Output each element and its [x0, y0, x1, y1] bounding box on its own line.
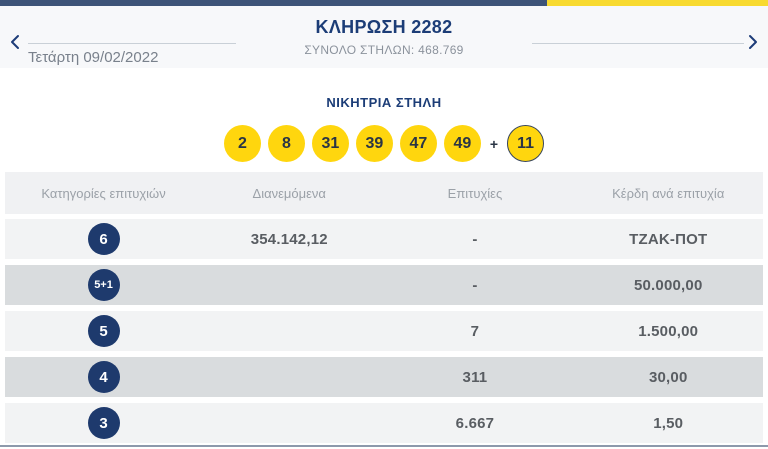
- top-accent-blue: [0, 0, 547, 6]
- top-accent-yellow: [547, 0, 768, 6]
- distributed-value: 354.142,12: [250, 230, 328, 248]
- total-columns-label: ΣΥΝΟΛΟ ΣΤΗΛΩΝ: 468.769: [304, 43, 464, 57]
- draw-header-center: ΚΛΗΡΩΣΗ 2282 ΣΥΝΟΛΟ ΣΤΗΛΩΝ: 468.769: [304, 17, 463, 57]
- table-row: 5 7 1.500,00: [5, 311, 763, 351]
- table-row: 5+1 - 50.000,00: [5, 265, 763, 305]
- column-header-prize: Κέρδη ανά επιτυχία: [612, 185, 725, 201]
- top-accent-bar: [0, 0, 768, 6]
- wins-value: 6.667: [455, 414, 495, 432]
- table-row: 3 6.667 1,50: [5, 403, 763, 443]
- right-divider-line: [532, 43, 744, 44]
- category-badge: 6: [87, 223, 120, 255]
- prize-value: 1.500,00: [638, 322, 699, 340]
- draw-header: Τετάρτη 09/02/2022 ΚΛΗΡΩΣΗ 2282 ΣΥΝΟΛΟ Σ…: [0, 6, 768, 68]
- prize-value: 30,00: [648, 368, 688, 386]
- number-ball: 2: [223, 125, 261, 162]
- prize-value: 1,50: [653, 414, 684, 432]
- table-row: 6 354.142,12 - ΤΖΑΚ-ΠΟΤ: [5, 219, 763, 259]
- chevron-right-icon: [747, 34, 759, 53]
- category-badge: 3: [87, 407, 120, 439]
- prize-table-header: Κατηγορίες επιτυχιών Διανεμόμενα Επιτυχί…: [5, 172, 763, 214]
- wins-value: 7: [470, 322, 480, 340]
- next-draw-area: [532, 6, 744, 68]
- previous-draw-button[interactable]: [4, 32, 26, 54]
- winning-column-section: ΝΙΚΗΤΡΙΑ ΣΤΗΛΗ 2 8 31 39 47 49 + 11: [0, 68, 768, 172]
- joker-number-ball: 11: [507, 125, 545, 162]
- wins-value: -: [472, 276, 478, 294]
- number-ball: 39: [355, 125, 393, 162]
- number-ball: 49: [443, 125, 481, 162]
- winning-numbers: 2 8 31 39 47 49 + 11: [0, 125, 768, 162]
- number-ball: 47: [399, 125, 437, 162]
- wins-value: -: [472, 230, 478, 248]
- wins-value: 311: [462, 368, 488, 386]
- winning-column-title: ΝΙΚΗΤΡΙΑ ΣΤΗΛΗ: [326, 95, 442, 110]
- prize-table: Κατηγορίες επιτυχιών Διανεμόμενα Επιτυχί…: [0, 172, 768, 443]
- prize-value: ΤΖΑΚ-ΠΟΤ: [629, 230, 708, 248]
- bottom-section-edge: [0, 445, 768, 447]
- plus-sign: +: [489, 135, 499, 152]
- number-ball: 31: [311, 125, 349, 162]
- draw-title: ΚΛΗΡΩΣΗ 2282: [315, 17, 453, 37]
- prize-value: 50.000,00: [633, 276, 703, 294]
- number-ball: 8: [267, 125, 305, 162]
- left-divider-line: [28, 43, 236, 44]
- column-header-distributed: Διανεμόμενα: [252, 185, 326, 201]
- category-badge: 5+1: [87, 269, 120, 301]
- column-header-categories: Κατηγορίες επιτυχιών: [41, 185, 166, 201]
- category-badge: 5: [87, 315, 120, 347]
- table-row: 4 311 30,00: [5, 357, 763, 397]
- draw-date: Τετάρτη 09/02/2022: [28, 49, 159, 66]
- previous-draw-area: Τετάρτη 09/02/2022: [28, 6, 236, 68]
- chevron-left-icon: [9, 34, 21, 53]
- column-header-wins: Επιτυχίες: [447, 185, 503, 201]
- category-badge: 4: [87, 361, 120, 393]
- next-draw-button[interactable]: [742, 32, 764, 54]
